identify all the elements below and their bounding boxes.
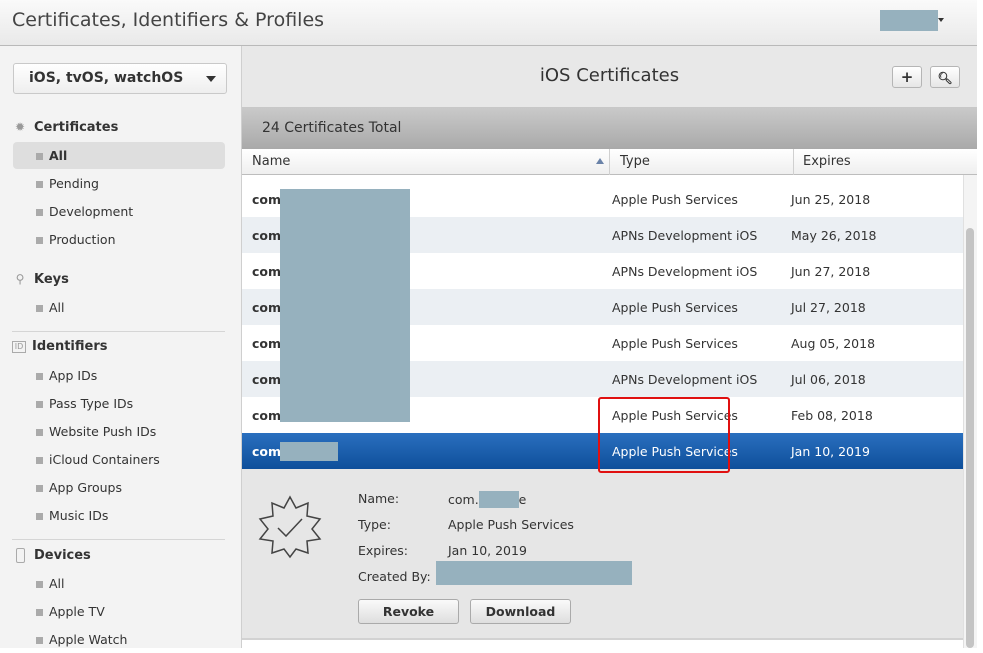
section-label: Identifiers — [32, 339, 108, 354]
sidebar-item-development[interactable]: Development — [13, 198, 225, 225]
cert-expires: Jan 10, 2019 — [791, 444, 870, 459]
sidebar-item-pending[interactable]: Pending — [13, 170, 225, 197]
name-prefix: com. — [448, 492, 479, 507]
account-menu[interactable] — [880, 10, 938, 31]
sidebar-item-website-push-ids[interactable]: Website Push IDs — [13, 418, 225, 445]
redacted-names — [280, 189, 410, 422]
sidebar-item-production[interactable]: Production — [13, 226, 225, 253]
cert-name: com. — [252, 192, 286, 207]
sidebar-item-pass-type-ids[interactable]: Pass Type IDs — [13, 390, 225, 417]
cert-expires: Jul 27, 2018 — [791, 300, 866, 315]
total-count: 24 Certificates Total — [242, 108, 977, 149]
expires-value: Jan 10, 2019 — [448, 543, 527, 558]
name-suffix: e — [518, 492, 527, 507]
sidebar-item-keys-all[interactable]: All — [13, 294, 225, 321]
column-type[interactable]: Type — [620, 154, 650, 169]
table-row[interactable]: com. APNs Development iOS Jun 27, 2018 — [242, 253, 963, 289]
app-header: Certificates, Identifiers & Profiles — [0, 0, 977, 46]
name-label: Name: — [358, 491, 400, 506]
column-name[interactable]: Name — [252, 154, 291, 169]
key-icon: ⚲ — [15, 272, 25, 286]
divider — [12, 539, 225, 540]
cert-name: com. — [252, 336, 286, 351]
redacted — [478, 491, 519, 508]
sidebar-item-apple-tv[interactable]: Apple TV — [13, 598, 225, 625]
sidebar-item-app-ids[interactable]: App IDs — [13, 362, 225, 389]
cert-type: Apple Push Services — [612, 300, 738, 315]
section-label: Certificates — [34, 119, 119, 135]
cert-expires: Aug 05, 2018 — [791, 336, 876, 351]
cert-expires: Jul 06, 2018 — [791, 372, 866, 387]
certificate-icon: ✹ — [14, 120, 26, 134]
table-row[interactable]: com. Apple Push Services Aug 05, 2018 — [242, 325, 963, 361]
chevron-down-icon — [206, 76, 216, 82]
certificate-badge-icon — [258, 495, 322, 559]
certificate-details: Name: com. e Type: Apple Push Services Ex… — [242, 469, 963, 640]
section-identifiers: ID Identifiers — [12, 339, 108, 354]
cert-expires: Jun 27, 2018 — [791, 264, 871, 279]
account-caret-icon[interactable] — [938, 18, 944, 22]
download-button[interactable]: Download — [470, 599, 571, 624]
cert-type: APNs Development iOS — [612, 264, 758, 279]
cert-name: com. — [252, 300, 286, 315]
cert-type: Apple Push Services — [612, 192, 738, 207]
sidebar-item-certificates-all[interactable]: All — [13, 142, 225, 169]
expires-label: Expires: — [358, 543, 408, 558]
add-button[interactable]: + — [892, 66, 922, 88]
section-label: Keys — [34, 271, 69, 287]
highlight-box — [598, 397, 730, 473]
cert-type: Apple Push Services — [612, 408, 738, 423]
platform-label: iOS, tvOS, watchOS — [29, 70, 184, 86]
created-by-label: Created By: — [358, 569, 431, 584]
type-value: Apple Push Services — [448, 517, 574, 532]
cert-name: com. — [252, 372, 286, 387]
cert-name: com. — [252, 408, 286, 423]
scrollbar-thumb[interactable] — [966, 228, 974, 648]
page-title: iOS Certificates — [539, 65, 680, 86]
column-divider — [793, 149, 794, 175]
cert-name: com. — [252, 264, 286, 279]
section-label: Devices — [34, 547, 91, 563]
table-row[interactable]: com. Apple Push Services Feb 08, 2018 — [242, 397, 963, 433]
platform-select[interactable]: iOS, tvOS, watchOS — [13, 63, 227, 94]
redacted-name — [280, 442, 338, 461]
device-icon — [12, 547, 28, 563]
app-title: Certificates, Identifiers & Profiles — [12, 9, 325, 31]
column-divider — [609, 149, 610, 175]
table-row[interactable]: com. Apple Push Services Jan 10, 2019 — [242, 433, 963, 469]
sidebar-item-icloud-containers[interactable]: iCloud Containers — [13, 446, 225, 473]
created-by-value — [436, 561, 632, 585]
cert-type: Apple Push Services — [612, 336, 738, 351]
sidebar-item-apple-watch[interactable]: Apple Watch — [13, 626, 225, 653]
cert-type: APNs Development iOS — [612, 372, 758, 387]
sidebar-item-devices-all[interactable]: All — [13, 570, 225, 597]
table-row[interactable]: com. Apple Push Services Jun 25, 2018 — [242, 181, 963, 217]
sidebar-item-music-ids[interactable]: Music IDs — [13, 502, 225, 529]
search-button[interactable]: 🔍︎ — [930, 66, 960, 88]
type-label: Type: — [358, 517, 391, 532]
search-icon: 🔍︎ — [937, 71, 953, 85]
cert-name: com. — [252, 228, 286, 243]
cert-name: com. — [252, 444, 286, 459]
column-expires[interactable]: Expires — [803, 154, 851, 169]
cert-type: APNs Development iOS — [612, 228, 758, 243]
name-value: com. e — [448, 491, 526, 508]
main-header: iOS Certificates + 🔍︎ — [242, 46, 977, 108]
cert-expires: Jun 25, 2018 — [791, 192, 871, 207]
table-header: Name Type Expires — [242, 149, 977, 175]
section-keys: ⚲ Keys — [12, 271, 69, 287]
cert-expires: May 26, 2018 — [791, 228, 877, 243]
cert-expires: Feb 08, 2018 — [791, 408, 873, 423]
id-icon: ID — [12, 340, 26, 353]
sort-ascending-icon[interactable] — [596, 158, 604, 164]
sidebar-item-app-groups[interactable]: App Groups — [13, 474, 225, 501]
divider — [12, 331, 225, 332]
section-certificates: ✹ Certificates — [12, 119, 118, 135]
revoke-button[interactable]: Revoke — [358, 599, 459, 624]
section-devices: Devices — [12, 547, 91, 563]
cert-type: Apple Push Services — [612, 444, 738, 459]
